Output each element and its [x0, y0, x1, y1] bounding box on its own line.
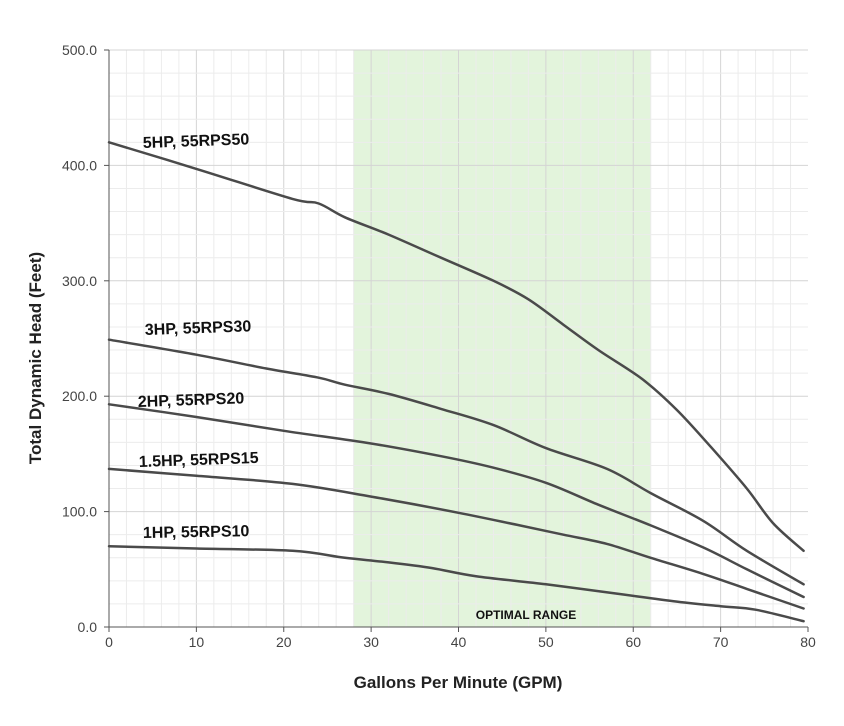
- series-line-1: [107, 338, 805, 586]
- x-axis-title: Gallons Per Minute (GPM): [354, 673, 563, 692]
- series-line-0: [107, 141, 805, 553]
- y-tick-label: 100.0: [62, 504, 97, 520]
- x-tick-label: 60: [625, 634, 641, 650]
- optimal-range-band: [353, 50, 651, 627]
- optimal-range-rect: [353, 50, 651, 627]
- x-tick-label: 0: [105, 634, 113, 650]
- x-tick-label: 40: [451, 634, 467, 650]
- series-label-2hp: 2HP, 55RPS20: [138, 390, 245, 411]
- series-label-5hp: 5HP, 55RPS50: [143, 131, 250, 152]
- series-label-1hp: 1HP, 55RPS10: [143, 523, 250, 542]
- y-tick-label: 200.0: [62, 388, 97, 404]
- optimal-range-label: OPTIMAL RANGE: [476, 608, 576, 622]
- y-tick-label: 300.0: [62, 273, 97, 289]
- series-line-3: [107, 467, 805, 610]
- series-label-3hp: 3HP, 55RPS30: [145, 318, 252, 339]
- y-tick-label: 500.0: [62, 42, 97, 58]
- x-tick-label: 70: [713, 634, 729, 650]
- gridlines: [109, 49, 808, 627]
- y-tick-label: 400.0: [62, 157, 97, 173]
- series-line-2: [107, 403, 805, 599]
- x-tick-label: 30: [363, 634, 379, 650]
- tick-labels: 0.0 100.0 200.0 300.0 400.0 500.0 0 10 20 30 40 50 6…: [62, 42, 816, 650]
- x-tick-label: 50: [538, 634, 554, 650]
- series-lines: [107, 141, 805, 623]
- x-tick-label: 20: [276, 634, 292, 650]
- series-label-1-5hp: 1.5HP, 55RPS15: [139, 450, 259, 471]
- x-tick-label: 80: [800, 634, 816, 650]
- x-tick-label: 10: [189, 634, 205, 650]
- y-tick-label: 0.0: [78, 619, 98, 635]
- y-axis-title: Total Dynamic Head (Feet): [26, 252, 45, 464]
- series-line-4: [107, 544, 805, 623]
